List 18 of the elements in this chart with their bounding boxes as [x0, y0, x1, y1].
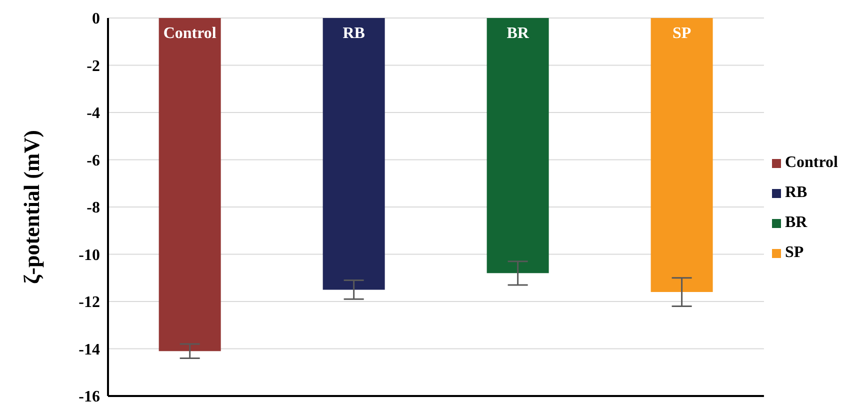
legend-label: SP: [784, 244, 804, 261]
y-tick-label: -2: [86, 58, 100, 75]
y-tick-label: -12: [78, 294, 100, 312]
text: BR: [506, 25, 529, 42]
y-tick-label: -8: [86, 200, 100, 217]
y-tick-label: -14: [78, 341, 100, 358]
y-tick-label: -10: [78, 246, 100, 264]
y-tick-label: 0: [92, 10, 100, 28]
y-tick-label: -6: [86, 152, 100, 170]
legend-label: BR: [784, 214, 808, 231]
y-tick-label: -16: [78, 388, 100, 406]
text: RB: [342, 25, 365, 42]
y-axis-title: ζ-potential (mV): [18, 130, 44, 284]
text: Control: [163, 25, 216, 42]
y-tick-label: -4: [86, 105, 100, 122]
legend-label: RB: [784, 184, 808, 201]
legend-label: Control: [784, 154, 838, 171]
text: SP: [672, 25, 692, 42]
